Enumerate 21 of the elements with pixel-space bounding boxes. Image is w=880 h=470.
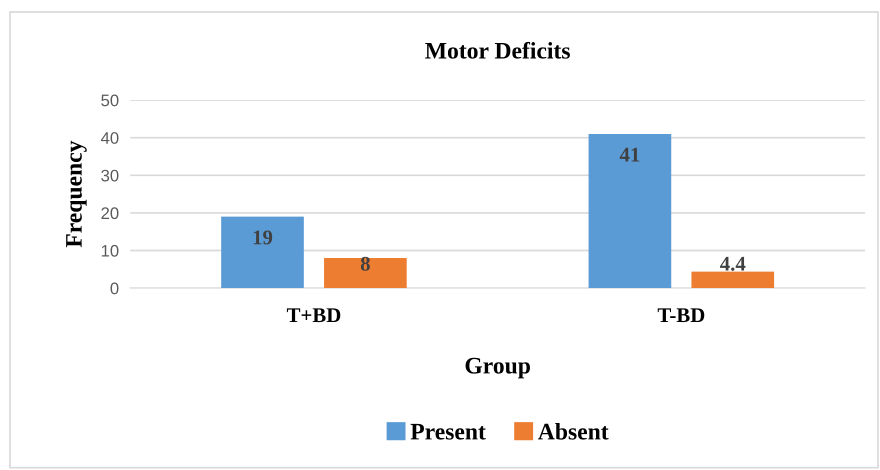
chart-title: Motor Deficits xyxy=(425,42,570,59)
bar xyxy=(691,272,774,288)
data-label: 41 xyxy=(620,148,640,162)
x-tick-label: T-BD xyxy=(658,308,704,322)
bar xyxy=(221,216,304,288)
bar xyxy=(324,258,407,288)
y-tick-label: 30 xyxy=(101,170,118,182)
y-tick-label: 20 xyxy=(101,207,118,220)
x-tick-label: T+BD xyxy=(286,308,340,322)
data-label: 4.4 xyxy=(720,256,746,271)
y-tick-label: 40 xyxy=(100,132,118,144)
y-tick-label: 50 xyxy=(101,94,118,106)
y-tick-label: 10 xyxy=(102,244,118,257)
x-axis-title: Group xyxy=(466,358,530,378)
y-axis-title: Frequency xyxy=(66,140,87,248)
bar xyxy=(588,134,672,288)
data-label: 19 xyxy=(254,230,272,244)
y-tick-label: 0 xyxy=(110,282,118,294)
legend-label: Absent xyxy=(538,423,609,440)
data-label: 8 xyxy=(360,256,370,271)
legend-label: Present xyxy=(410,424,486,440)
